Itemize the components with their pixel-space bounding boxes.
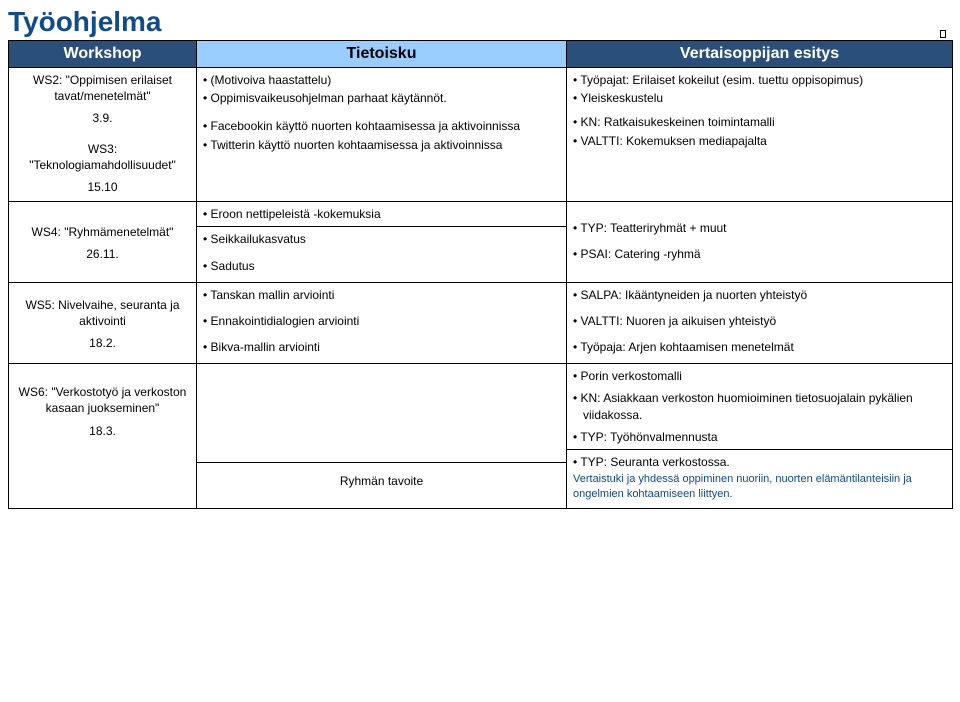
list-item: SALPA: Ikääntyneiden ja nuorten yhteisty… (573, 287, 946, 303)
list-item: Eroon nettipeleistä -kokemuksia (203, 206, 560, 222)
list-item: TYP: Työhönvalmennusta (573, 429, 946, 445)
ws5-date: 18.2. (15, 335, 190, 351)
ws4-label: WS4: "Ryhmämenetelmät" (32, 224, 174, 240)
tietoisku-cell: Tanskan mallin arviointi Ennakointidialo… (197, 282, 567, 364)
vert-cell: SALPA: Ikääntyneiden ja nuorten yhteisty… (567, 282, 953, 364)
list-item: TYP: Teatteriryhmät + muut (573, 220, 946, 236)
page-title: Työohjelma (0, 0, 960, 40)
list-item: KN: Asiakkaan verkoston huomioiminen tie… (573, 390, 946, 422)
vert-cell: Porin verkostomalli KN: Asiakkaan verkos… (567, 364, 953, 509)
list-item: Seikkailukasvatus (203, 231, 560, 247)
ws6-label: WS6: "Verkostotyö ja verkoston kasaan ju… (15, 384, 190, 416)
list-item: Ennakointidialogien arviointi (203, 313, 560, 329)
list-item: VALTTI: Nuoren ja aikuisen yhteistyö (573, 313, 946, 329)
header-tietoisku: Tietoisku (197, 41, 567, 68)
ws4-date: 26.11. (15, 246, 190, 262)
program-table: Workshop Tietoisku Vertaisoppijan esitys… (8, 40, 953, 509)
ws2-date: 3.9. (15, 110, 190, 126)
table-row: WS5: Nivelvaihe, seuranta ja aktivointi … (9, 282, 953, 364)
ws2-label: WS2: "Oppimisen erilaiset tavat/menetelm… (15, 72, 190, 104)
list-item: Tanskan mallin arviointi (203, 287, 560, 303)
list-item: TYP: Seuranta verkostossa. (573, 454, 946, 470)
list-item: Yleiskeskustelu (573, 90, 946, 106)
list-item: Työpaja: Arjen kohtaamisen menetelmät (573, 339, 946, 355)
list-item: Porin verkostomalli (573, 368, 946, 384)
footer-note: Vertaistuki ja yhdessä oppiminen nuoriin… (573, 472, 946, 502)
ws5-label: WS5: Nivelvaihe, seuranta ja aktivointi (15, 297, 190, 329)
list-item: Oppimisvaikeusohjelman parhaat käytännöt… (203, 90, 560, 106)
tietoisku-cell: (Motivoiva haastattelu) Oppimisvaikeusoh… (197, 68, 567, 202)
list-item: (Motivoiva haastattelu) (203, 72, 560, 88)
ws3-label: WS3: "Teknologiamahdollisuudet" (15, 141, 190, 173)
table-header-row: Workshop Tietoisku Vertaisoppijan esitys (9, 41, 953, 68)
table-row: WS4: "Ryhmämenetelmät" 26.11. Eroon nett… (9, 202, 953, 283)
list-item: Bikva-mallin arviointi (203, 339, 560, 355)
table-row: WS6: "Verkostotyö ja verkoston kasaan ju… (9, 364, 953, 509)
ryhman-tavoite-label: Ryhmän tavoite (203, 467, 560, 489)
list-item: Facebookin käyttö nuorten kohtaamisessa … (203, 118, 560, 134)
tietoisku-cell: Ryhmän tavoite (197, 364, 567, 509)
vert-cell: Työpajat: Erilaiset kokeilut (esim. tuet… (567, 68, 953, 202)
list-item: Twitterin käyttö nuorten kohtaamisessa j… (203, 137, 560, 153)
list-item: PSAI: Catering -ryhmä (573, 246, 946, 262)
ws6-date: 18.3. (15, 423, 190, 439)
ws3-date: 15.10 (15, 179, 190, 195)
corner-marker (940, 30, 946, 38)
table-row: WS2: "Oppimisen erilaiset tavat/menetelm… (9, 68, 953, 202)
list-item: KN: Ratkaisukeskeinen toimintamalli (573, 114, 946, 130)
vert-cell: TYP: Teatteriryhmät + muut PSAI: Caterin… (567, 202, 953, 283)
tietoisku-cell: Eroon nettipeleistä -kokemuksia Seikkail… (197, 202, 567, 283)
header-workshop: Workshop (9, 41, 197, 68)
header-vertaisoppijan: Vertaisoppijan esitys (567, 41, 953, 68)
list-item: Työpajat: Erilaiset kokeilut (esim. tuet… (573, 72, 946, 88)
list-item: VALTTI: Kokemuksen mediapajalta (573, 133, 946, 149)
list-item: Sadutus (203, 258, 560, 274)
